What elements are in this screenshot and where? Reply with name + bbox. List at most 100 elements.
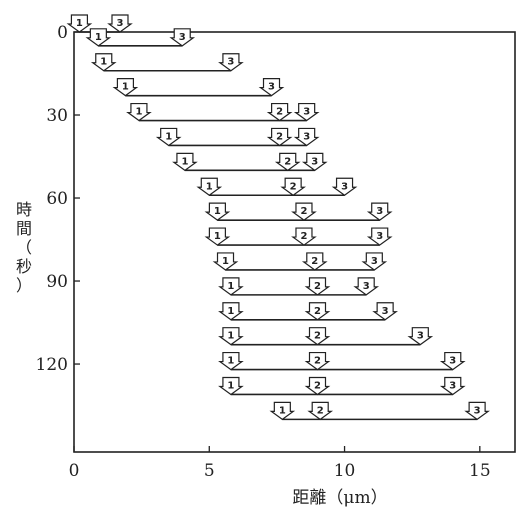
arrow-label: 1 bbox=[165, 131, 172, 142]
marker-1-arrow: 1 bbox=[172, 152, 198, 172]
arrow-shape bbox=[301, 152, 328, 172]
marker-3-arrow: 3 bbox=[361, 252, 388, 271]
arrow-shape bbox=[439, 351, 466, 371]
arrow-label: 3 bbox=[179, 32, 186, 43]
marker-3-arrow: 3 bbox=[331, 177, 358, 196]
arrow-shape bbox=[353, 277, 380, 296]
arrow-label: 2 bbox=[314, 380, 321, 391]
arrow-label: 1 bbox=[95, 32, 102, 43]
arrow-shape bbox=[85, 28, 112, 47]
marker-1-arrow: 1 bbox=[218, 376, 244, 396]
marker-3-arrow: 3 bbox=[407, 327, 434, 346]
arrow-label: 1 bbox=[227, 306, 234, 317]
arrow-shape bbox=[218, 327, 244, 346]
marker-2-arrow: 2 bbox=[291, 202, 317, 221]
arrow-shape bbox=[304, 327, 331, 346]
arrow-label: 2 bbox=[276, 131, 283, 142]
marker-2-arrow: 2 bbox=[304, 327, 331, 346]
arrow-label: 2 bbox=[314, 356, 321, 367]
marker-2-arrow: 2 bbox=[274, 152, 301, 172]
x-tick-label: 0 bbox=[69, 461, 80, 481]
arrow-label: 1 bbox=[222, 256, 229, 267]
arrow-label: 3 bbox=[227, 57, 234, 68]
marker-3-arrow: 3 bbox=[258, 78, 285, 97]
arrow-shape bbox=[218, 53, 244, 72]
arrow-label: 2 bbox=[317, 405, 324, 416]
arrow-label: 2 bbox=[314, 331, 321, 342]
arrow-label: 3 bbox=[117, 18, 124, 29]
arrow-shape bbox=[169, 28, 196, 47]
x-tick-label: 5 bbox=[204, 461, 215, 481]
x-axis-label: 距離（μm） bbox=[292, 488, 387, 508]
marker-3-arrow: 3 bbox=[301, 152, 328, 172]
arrow-label: 3 bbox=[311, 156, 318, 167]
arrow-shape bbox=[407, 327, 434, 346]
arrow-shape bbox=[90, 53, 117, 72]
y-axis-label: 時間（秒） bbox=[16, 200, 32, 295]
arrow-shape bbox=[291, 202, 317, 221]
arrow-label: 3 bbox=[376, 206, 383, 217]
marker-1-arrow: 1 bbox=[204, 227, 231, 246]
x-tick-label: 15 bbox=[469, 461, 491, 481]
arrow-shape bbox=[304, 277, 331, 296]
marker-1-arrow: 1 bbox=[85, 28, 112, 47]
marker-3-arrow: 3 bbox=[169, 28, 196, 47]
arrow-shape bbox=[269, 401, 296, 421]
arrow-shape bbox=[331, 177, 358, 196]
marker-2-arrow: 2 bbox=[301, 252, 328, 271]
y-tick-label: 60 bbox=[46, 189, 68, 209]
marker-1-arrow: 1 bbox=[218, 302, 244, 321]
marker-2-arrow: 2 bbox=[280, 177, 306, 196]
arrow-shape bbox=[280, 177, 306, 196]
arrow-label: 2 bbox=[284, 156, 291, 167]
marker-1-arrow: 1 bbox=[66, 14, 93, 33]
arrow-shape bbox=[107, 14, 133, 33]
arrow-label: 3 bbox=[449, 380, 456, 391]
arrow-shape bbox=[112, 78, 139, 97]
y-tick-label: 120 bbox=[36, 355, 68, 375]
arrow-label: 3 bbox=[268, 82, 275, 93]
x-tick-label: 10 bbox=[334, 461, 356, 481]
arrow-label: 3 bbox=[449, 356, 456, 367]
arrow-label: 3 bbox=[303, 107, 310, 118]
arrow-shape bbox=[372, 302, 398, 321]
arrow-shape bbox=[301, 252, 328, 271]
arrow-shape bbox=[218, 351, 244, 371]
arrow-shape bbox=[274, 152, 301, 172]
marker-3-arrow: 3 bbox=[353, 277, 380, 296]
arrow-label: 1 bbox=[122, 82, 129, 93]
marker-3-arrow: 3 bbox=[218, 53, 244, 72]
arrow-shape bbox=[218, 277, 244, 296]
arrow-shape bbox=[304, 302, 331, 321]
arrow-label: 2 bbox=[300, 206, 307, 217]
marker-arrows: 1 3 1 3 1 3 1 3 1 2 3 1 2 3 1 2 3 1 2 3 1 2 3 1 2 3 1 2 3 1 2 3 1 2 3 1 2 3 1 2… bbox=[66, 14, 490, 421]
arrow-shape bbox=[126, 102, 152, 122]
marker-1-arrow: 1 bbox=[212, 252, 239, 271]
arrow-label: 1 bbox=[135, 107, 142, 118]
marker-2-arrow: 2 bbox=[304, 302, 331, 321]
arrow-label: 3 bbox=[474, 405, 481, 416]
arrow-label: 1 bbox=[227, 331, 234, 342]
marker-2-arrow: 2 bbox=[304, 351, 331, 371]
marker-1-arrow: 1 bbox=[218, 327, 244, 346]
arrow-label: 2 bbox=[314, 281, 321, 292]
arrow-label: 2 bbox=[276, 107, 283, 118]
arrow-shape bbox=[439, 376, 466, 396]
arrow-shape bbox=[218, 302, 244, 321]
arrow-shape bbox=[218, 376, 244, 396]
marker-2-arrow: 2 bbox=[266, 127, 293, 147]
arrow-shape bbox=[266, 127, 293, 147]
arrow-label: 2 bbox=[311, 256, 318, 267]
marker-1-arrow: 1 bbox=[218, 351, 244, 371]
marker-3-arrow: 3 bbox=[439, 376, 466, 396]
arrow-shape bbox=[172, 152, 198, 172]
arrow-shape bbox=[196, 177, 223, 196]
marker-3-arrow: 3 bbox=[107, 14, 133, 33]
arrow-label: 1 bbox=[206, 181, 213, 192]
arrow-label: 1 bbox=[279, 405, 286, 416]
arrow-shape bbox=[307, 401, 334, 421]
marker-2-arrow: 2 bbox=[307, 401, 334, 421]
row-lines bbox=[79, 31, 478, 421]
arrow-label: 3 bbox=[363, 281, 370, 292]
